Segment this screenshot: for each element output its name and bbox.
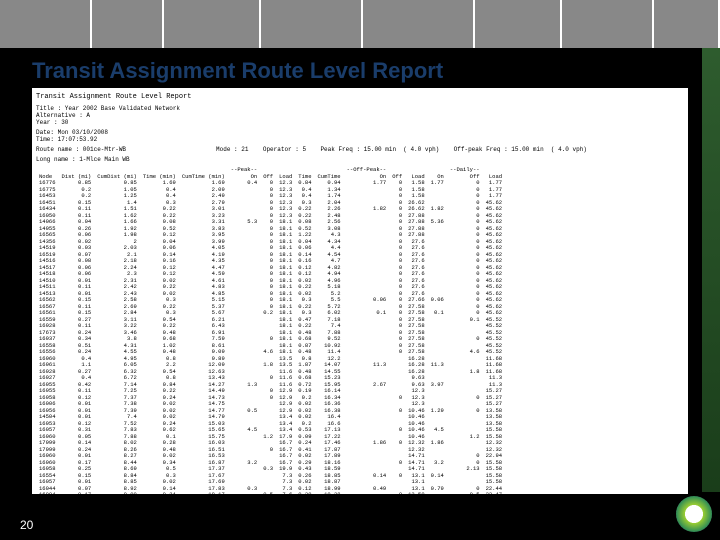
footer-logo: [676, 496, 712, 532]
report-table: --Peak----Off-Peak----Daily-- NodeDist (…: [36, 167, 505, 494]
report-meta-1: Title : Year 2002 Base Validated Network…: [36, 105, 684, 126]
banner-img-3: [164, 0, 261, 48]
report-heading: Transit Assignment Route Level Report: [36, 94, 684, 101]
side-accent: [702, 48, 720, 492]
report-route-sub: Long name : 1-Mlce Main WB: [36, 156, 684, 163]
banner-img-2: [92, 0, 164, 48]
report-meta-2: Date: Mon 03/10/2008 Time: 17:07:53.92: [36, 129, 684, 143]
banner-img-8: [654, 0, 720, 48]
banner-img-6: [475, 0, 562, 48]
page-number: 20: [20, 518, 33, 532]
report-route: Route name : 001ce-Mtr-WB Mode : 21 Oper…: [36, 146, 684, 153]
header-banner: [0, 0, 720, 48]
banner-img-7: [562, 0, 654, 48]
report-sheet: Transit Assignment Route Level Report Ti…: [32, 88, 688, 494]
banner-img-5: [363, 0, 475, 48]
slide-title: Transit Assignment Route Level Report: [0, 48, 720, 90]
table-body: 167760.850.851.691.690.4012.30.840.941.7…: [36, 180, 505, 494]
banner-img-1: [0, 0, 92, 48]
banner-img-4: [261, 0, 363, 48]
table-row: 160040.179.090.3418.170.57.60.2919.28013…: [36, 492, 505, 494]
